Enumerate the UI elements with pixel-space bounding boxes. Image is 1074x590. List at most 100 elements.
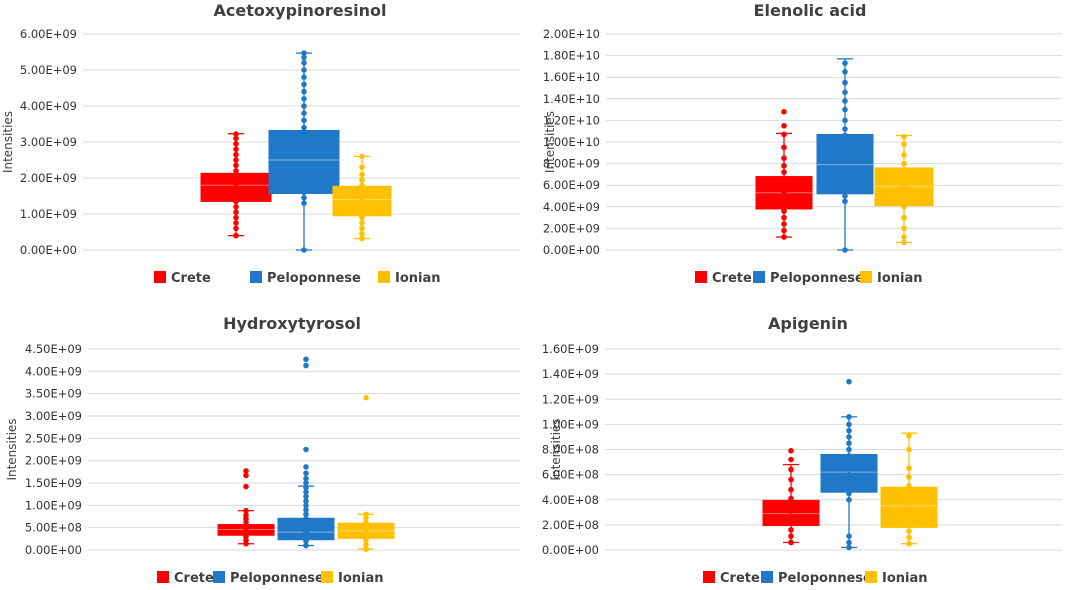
data-point	[359, 198, 365, 205]
data-point	[906, 498, 912, 504]
data-point	[363, 523, 369, 530]
data-point	[846, 544, 852, 551]
data-point	[301, 124, 307, 131]
data-point	[788, 447, 794, 454]
legend-swatch-ionian	[865, 571, 877, 583]
data-point	[781, 169, 787, 176]
legend-swatch-ionian	[321, 571, 333, 583]
y-axis-label: Intensities	[1, 111, 15, 173]
data-point	[363, 537, 369, 543]
data-point	[788, 495, 794, 502]
data-point	[901, 141, 907, 147]
legend-label-ionian: Ionian	[882, 571, 928, 586]
data-point	[233, 146, 239, 152]
legend-label-crete: Crete	[174, 571, 214, 586]
data-point	[846, 421, 852, 428]
data-point	[303, 524, 309, 531]
y-tick-label: 1.20E+09	[542, 392, 599, 406]
data-point	[781, 162, 787, 169]
data-point	[303, 511, 309, 518]
data-point	[243, 468, 249, 474]
y-axis-label: Intensities	[543, 111, 557, 173]
chart-panel-1: Elenolic acid 0.00E+00 2.00E+09 4.00E+09 6.0…	[543, 1, 1062, 286]
box-crete	[755, 108, 813, 240]
y-tick-label: 1.40E+10	[543, 92, 600, 106]
data-point	[301, 189, 307, 196]
data-point	[233, 168, 239, 174]
data-point	[301, 168, 307, 174]
data-point	[901, 160, 907, 167]
data-point	[846, 378, 852, 385]
data-point	[842, 158, 848, 165]
y-tick-label: 2.00E+08	[542, 518, 599, 532]
legend-label-peloponnese: Peloponnese	[230, 571, 324, 586]
data-point	[233, 204, 239, 210]
data-point	[301, 88, 307, 95]
data-point	[303, 464, 309, 470]
data-point	[788, 476, 794, 483]
data-point	[906, 490, 912, 497]
data-point	[846, 484, 852, 490]
data-point	[233, 141, 239, 147]
data-point	[846, 452, 852, 459]
data-point	[781, 227, 787, 234]
data-point	[243, 507, 249, 514]
data-point	[788, 501, 794, 508]
data-point	[233, 135, 239, 142]
y-tick-label: 2.00E+10	[543, 27, 600, 41]
data-point	[842, 98, 848, 104]
data-point	[301, 103, 307, 109]
data-point	[846, 465, 852, 472]
data-point	[906, 528, 912, 534]
data-point	[303, 470, 309, 476]
y-axis-label: Intensities	[549, 418, 563, 480]
data-point	[303, 520, 309, 526]
y-tick-label: 2.50E+09	[25, 431, 82, 445]
data-point	[781, 234, 787, 240]
data-point	[359, 214, 365, 221]
data-point	[359, 225, 365, 232]
data-point	[363, 532, 369, 539]
data-point	[781, 123, 787, 129]
data-point	[301, 60, 307, 66]
legend-label-peloponnese: Peloponnese	[770, 271, 864, 286]
data-point	[906, 505, 912, 512]
chart-title: Acetoxypinoresinol	[213, 1, 386, 20]
chart-panel-3: Apigenin 0.00E+00 2.00E+08 4.00E+08 6.00E+08…	[542, 314, 1062, 586]
data-point	[901, 234, 907, 240]
data-point	[301, 117, 307, 124]
y-tick-label: 1.20E+10	[543, 113, 600, 127]
data-point	[788, 520, 794, 527]
y-tick-label: 3.00E+09	[20, 135, 77, 149]
data-point	[781, 131, 787, 138]
data-point	[788, 508, 794, 514]
data-point	[906, 540, 912, 547]
data-point	[301, 67, 307, 73]
y-tick-label: 4.00E+09	[543, 200, 600, 214]
data-point	[359, 164, 365, 170]
data-point	[359, 182, 365, 188]
data-point	[781, 195, 787, 201]
y-tick-label: 8.00E+08	[542, 443, 599, 457]
data-point	[243, 483, 249, 490]
data-point	[359, 177, 365, 183]
data-point	[842, 79, 848, 86]
legend-swatch-crete	[157, 571, 169, 583]
data-point	[359, 231, 365, 237]
y-tick-label: 2.00E+09	[543, 221, 600, 235]
y-tick-label: 0.00E+00	[25, 543, 82, 557]
data-point	[842, 193, 848, 199]
data-point	[301, 81, 307, 88]
box-ionian	[880, 432, 938, 547]
data-point	[846, 459, 852, 465]
y-tick-label: 5.00E+09	[20, 63, 77, 77]
data-point	[901, 239, 907, 246]
data-point	[781, 108, 787, 115]
data-point	[842, 69, 848, 75]
y-tick-label: 6.00E+09	[543, 178, 600, 192]
data-point	[301, 160, 307, 167]
y-tick-label: 3.00E+09	[25, 409, 82, 423]
legend-label-peloponnese: Peloponnese	[267, 271, 361, 286]
chart-panel-2: Hydroxytyrosol 0.00E+00 5.00E+08 1.00E+09 1.…	[5, 314, 520, 586]
